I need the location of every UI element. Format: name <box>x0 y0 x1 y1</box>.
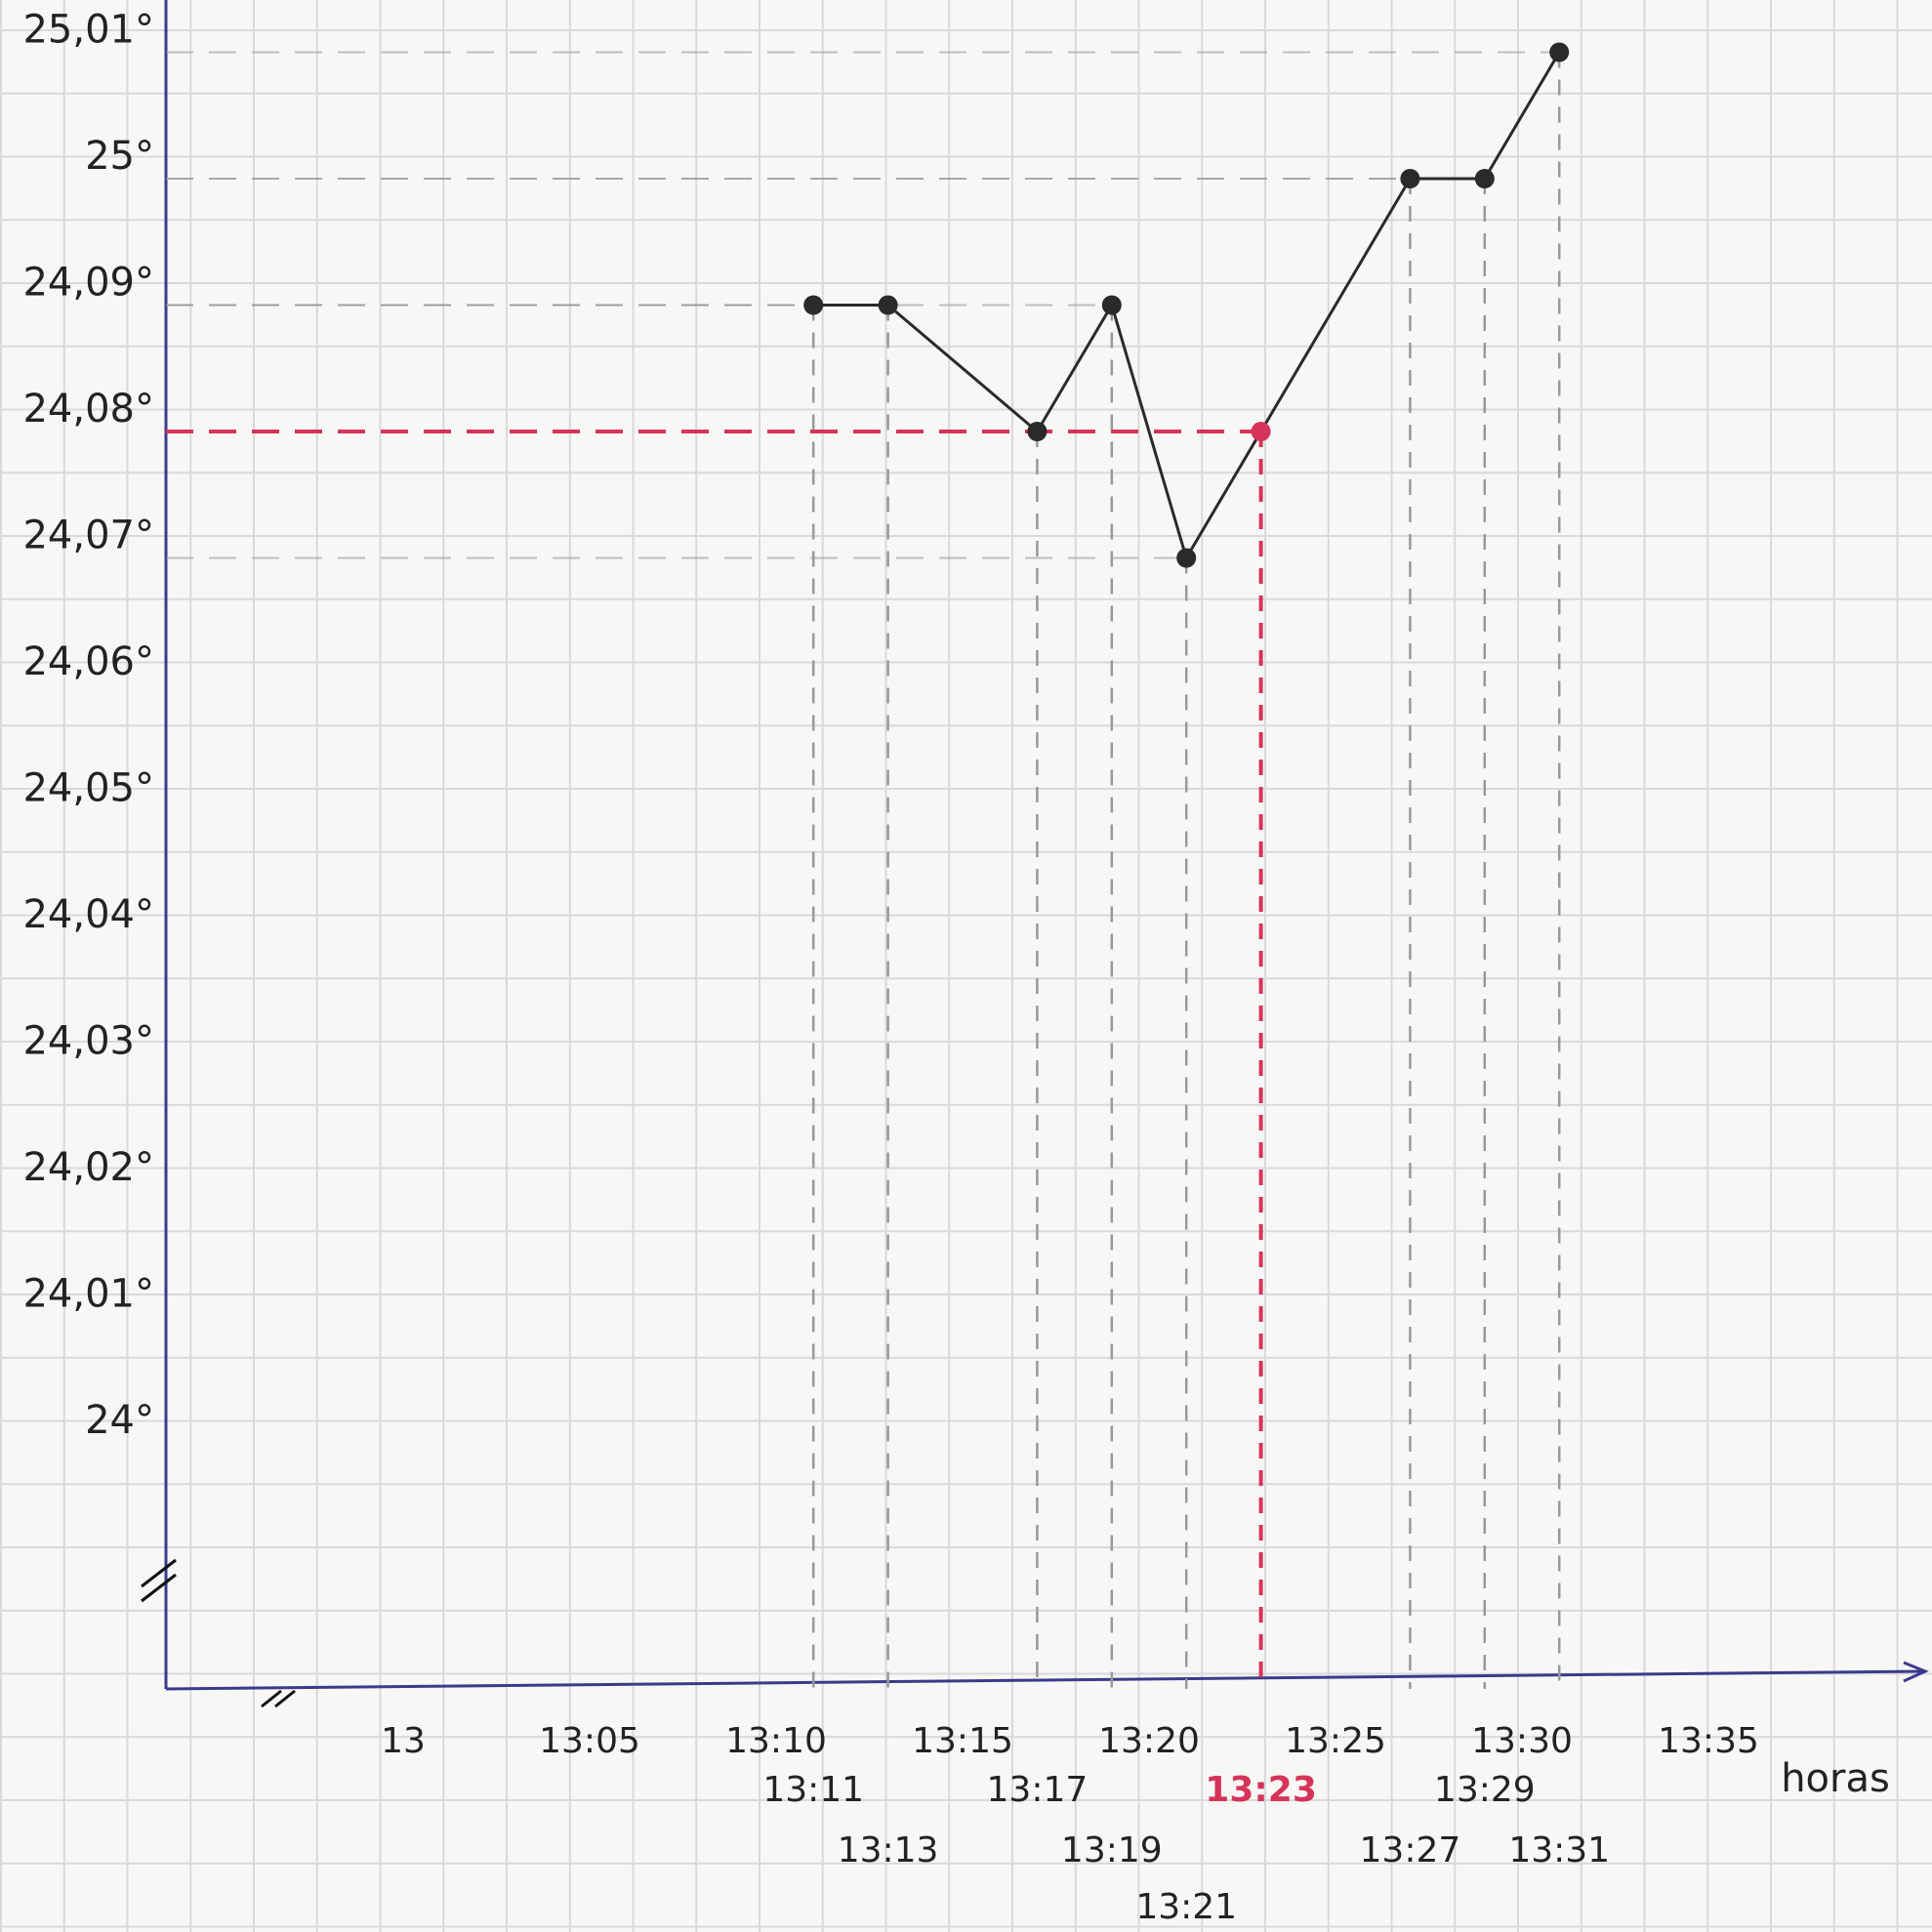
x-tick-label: 13:05 <box>539 1721 640 1761</box>
y-tick-label: 24,04° <box>22 892 154 937</box>
data-point <box>1101 295 1122 315</box>
y-tick-label: 24,08° <box>22 387 154 432</box>
y-tick-label: 24,02° <box>22 1145 154 1190</box>
x-point-label: 13:27 <box>1360 1830 1461 1870</box>
x-tick-label: 13:10 <box>725 1721 827 1761</box>
y-tick-label: 24,05° <box>22 766 154 811</box>
y-tick-label: 24,09° <box>22 261 154 306</box>
x-point-label: 13:17 <box>987 1770 1089 1810</box>
y-tick-label: 24,03° <box>22 1019 154 1064</box>
x-tick-label: 13:25 <box>1285 1721 1386 1761</box>
x-tick-label: 13:20 <box>1098 1721 1200 1761</box>
y-tick-label: 25° <box>85 134 154 179</box>
data-point <box>878 295 898 315</box>
x-axis-arrow <box>1903 1661 1929 1683</box>
x-tick-label: 13:30 <box>1471 1721 1573 1761</box>
data-point <box>803 295 824 315</box>
series-line <box>813 51 1561 562</box>
x-tick-label: 13:15 <box>912 1721 1013 1761</box>
x-point-label: 13:21 <box>1135 1887 1237 1927</box>
x-point-label: 13:11 <box>762 1770 864 1810</box>
y-tick-label: 24° <box>85 1398 154 1443</box>
x-point-label: 13:29 <box>1434 1770 1536 1810</box>
x-point-label: 13:31 <box>1508 1830 1610 1870</box>
y-tick-label: 24,01° <box>22 1272 154 1317</box>
x-axis-break <box>261 1689 296 1708</box>
data-point <box>1027 422 1048 441</box>
data-point <box>1400 169 1420 188</box>
data-point <box>1251 422 1271 441</box>
x-point-label: 13:23 <box>1205 1770 1317 1810</box>
x-point-label: 13:13 <box>838 1830 939 1870</box>
data-point <box>1474 169 1495 188</box>
data-point <box>1549 42 1570 62</box>
x-point-label: 13:19 <box>1061 1830 1163 1870</box>
y-tick-label: 25,01° <box>22 8 154 53</box>
data-point <box>1176 548 1197 568</box>
y-tick-label: 24,06° <box>22 639 154 684</box>
x-tick-label: 13:35 <box>1658 1721 1759 1761</box>
y-axis-break <box>141 1558 177 1603</box>
y-tick-label: 24,07° <box>22 514 154 558</box>
x-tick-label: 13 <box>381 1721 426 1761</box>
x-axis <box>165 1669 1924 1691</box>
x-axis-label: horas <box>1781 1756 1890 1801</box>
